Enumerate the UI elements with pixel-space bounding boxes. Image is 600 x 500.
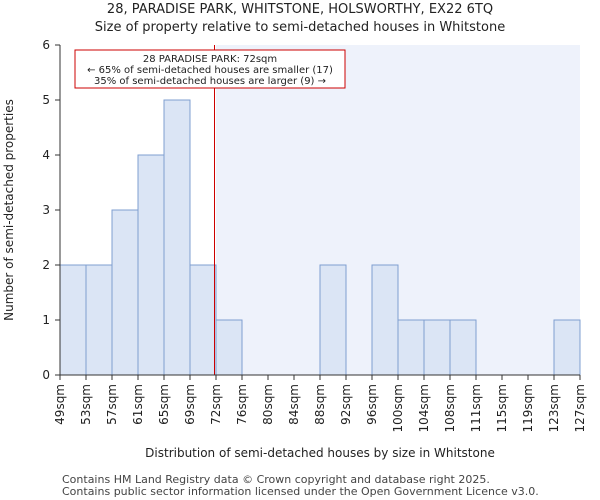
- x-tick-label-104sqm: 104sqm: [417, 384, 431, 432]
- y-tick-label-2: 2: [42, 258, 50, 272]
- bar-88sqm: [319, 264, 347, 376]
- y-tick-label-0: 0: [42, 368, 50, 382]
- y-tick-label-4: 4: [42, 148, 50, 162]
- bar-69sqm: [189, 264, 217, 376]
- y-axis-label: Number of semi-detached properties: [2, 99, 16, 321]
- annotation-layer: 28 PARADISE PARK: 72sqm ← 65% of semi-de…: [74, 49, 346, 89]
- x-tick-label-72sqm: 72sqm: [209, 384, 223, 425]
- chart-subtitle: Size of property relative to semi-detach…: [94, 20, 506, 35]
- x-tick-label-119sqm: 119sqm: [521, 384, 535, 432]
- bar-72sqm: [215, 319, 243, 376]
- x-tick-label-88sqm: 88sqm: [313, 384, 327, 425]
- chart-title-address: 28, PARADISE PARK, WHITSTONE, HOLSWORTHY…: [106, 2, 494, 17]
- bar-57sqm: [111, 209, 139, 376]
- x-tick-label-49sqm: 49sqm: [53, 384, 67, 425]
- annotation-line-3: 35% of semi-detached houses are larger (…: [94, 76, 326, 87]
- x-tick-label-115sqm: 115sqm: [495, 384, 509, 432]
- x-tick-label-76sqm: 76sqm: [235, 384, 249, 425]
- y-tick-label-5: 5: [42, 93, 50, 107]
- x-tick-label-127sqm: 127sqm: [573, 384, 587, 432]
- bars-layer: [59, 99, 581, 376]
- x-tick-label-65sqm: 65sqm: [157, 384, 171, 425]
- x-tick-label-80sqm: 80sqm: [261, 384, 275, 425]
- x-tick-label-84sqm: 84sqm: [287, 384, 301, 425]
- x-tick-label-92sqm: 92sqm: [339, 384, 353, 425]
- bar-96sqm: [371, 264, 399, 376]
- x-tick-label-61sqm: 61sqm: [131, 384, 145, 425]
- footer-copyright: Contains HM Land Registry data © Crown c…: [62, 473, 490, 486]
- annotation-line-1: 28 PARADISE PARK: 72sqm: [143, 54, 277, 65]
- x-axis-label: Distribution of semi-detached houses by …: [145, 446, 495, 460]
- x-tick-label-111sqm: 111sqm: [469, 384, 483, 432]
- y-tick-label-1: 1: [42, 313, 50, 327]
- x-tick-label-96sqm: 96sqm: [365, 384, 379, 425]
- bar-65sqm: [163, 99, 191, 376]
- x-tick-label-69sqm: 69sqm: [183, 384, 197, 425]
- annotation-box: [74, 49, 346, 89]
- x-tick-label-108sqm: 108sqm: [443, 384, 457, 432]
- bar-108sqm: [449, 319, 477, 376]
- x-tick-label-123sqm: 123sqm: [547, 384, 561, 432]
- bar-53sqm: [85, 264, 113, 376]
- bar-100sqm: [397, 319, 425, 376]
- bar-104sqm: [423, 319, 451, 376]
- bar-123sqm: [553, 319, 581, 376]
- annotation-line-2: ← 65% of semi-detached houses are smalle…: [87, 65, 333, 76]
- footer-licence: Contains public sector information licen…: [62, 485, 539, 498]
- y-tick-label-3: 3: [42, 203, 50, 217]
- y-tick-label-6: 6: [42, 38, 50, 52]
- x-tick-label-57sqm: 57sqm: [105, 384, 119, 425]
- x-tick-label-100sqm: 100sqm: [391, 384, 405, 432]
- bar-49sqm: [59, 264, 87, 376]
- bar-61sqm: [137, 154, 165, 376]
- axes-layer: 0 1 2 3 4 5 6 49sqm 53sqm 57sqm 61sqm 65sqm 69sqm 72s…: [42, 38, 587, 432]
- x-tick-label-53sqm: 53sqm: [79, 384, 93, 425]
